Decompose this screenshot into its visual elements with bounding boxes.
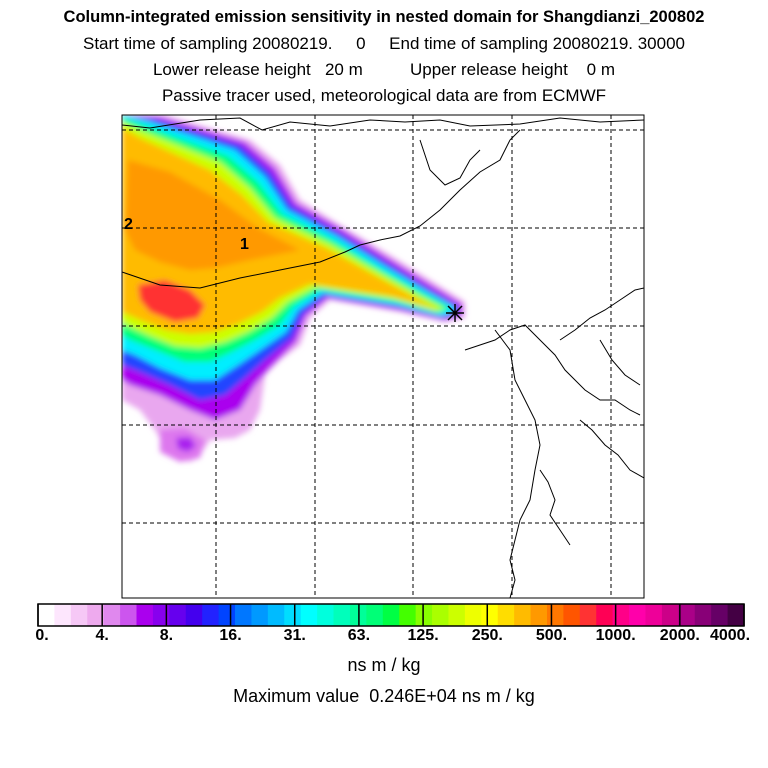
colorbar-swatch [711, 604, 729, 626]
colorbar-swatch [481, 604, 499, 626]
colorbar-swatch [152, 604, 170, 626]
colorbar-tick-label: 0. [35, 627, 49, 644]
colorbar-swatch [514, 604, 532, 626]
chart-title: Column-integrated emission sensitivity i… [63, 8, 705, 26]
contour-orange [122, 128, 438, 334]
colorbar-tick-label: 500. [535, 627, 568, 644]
colorbar-tick-label: 16. [219, 627, 242, 644]
colorbar-swatch [267, 604, 285, 626]
colorbar-swatch [169, 604, 187, 626]
colorbar-swatch [103, 604, 121, 626]
annotation-2: 2 [124, 216, 133, 233]
colorbar-swatch [185, 604, 203, 626]
colorbar-swatch [497, 604, 515, 626]
colorbar-tick-label: 8. [159, 627, 174, 644]
colorbar-swatch [678, 604, 696, 626]
colorbar-tick-label: 4000. [709, 627, 751, 644]
colorbar-swatch [218, 604, 236, 626]
colorbar-swatch [612, 604, 630, 626]
colorbar-swatch [464, 604, 482, 626]
graticule [122, 115, 644, 598]
colorbar-tick-label: 4. [95, 627, 109, 644]
maximum-value-label: Maximum value 0.246E+04 ns m / kg [233, 686, 535, 706]
colorbar-swatch [54, 604, 72, 626]
colorbar-swatch [366, 604, 384, 626]
colorbar-swatch [661, 604, 679, 626]
colorbar-swatch [38, 604, 56, 626]
receptor-star-icon [446, 304, 464, 322]
colorbar-swatch [120, 604, 138, 626]
colorbar-swatch [415, 604, 433, 626]
colorbar-swatch [596, 604, 614, 626]
colorbar-swatch [530, 604, 548, 626]
colorbar-swatch [727, 604, 745, 626]
contour-blob-inner [176, 437, 196, 452]
colorbar-swatch [645, 604, 663, 626]
colorbar-swatch [70, 604, 88, 626]
colorbar-tick-label: 63. [347, 627, 371, 644]
colorbar-frame [37, 603, 745, 627]
sampling-time-line: Start time of sampling 20080219. 0 End t… [83, 34, 685, 53]
colorbar-swatch [563, 604, 581, 626]
colorbar-tick-label: 125. [407, 627, 439, 644]
sensitivity-field: 1 2 [122, 115, 644, 598]
contour-high [138, 280, 205, 322]
annotation-1: 1 [240, 236, 249, 253]
colorbar-tick-label: 31. [283, 627, 306, 644]
map-frame [121, 114, 645, 599]
colorbar-swatch [300, 604, 318, 626]
colorbar-swatch [251, 604, 269, 626]
colorbar-swatch [136, 604, 154, 626]
colorbar-tick-label: 250. [471, 627, 503, 644]
colorbar-swatch [87, 604, 105, 626]
colorbar-tick-label: 2000. [659, 627, 700, 644]
colorbar-swatch [629, 604, 647, 626]
colorbar-swatch [317, 604, 335, 626]
colorbar-swatch [546, 604, 564, 626]
colorbar-swatch [202, 604, 220, 626]
colorbar-swatch [333, 604, 351, 626]
release-height-line: Lower release height 20 m Upper release … [152, 60, 616, 79]
colorbar-tick-label: 1000. [595, 627, 636, 644]
colorbar-swatch [382, 604, 400, 626]
colorbar-swatch [694, 604, 712, 626]
colorbar-unit-label: ns m / kg [347, 655, 421, 675]
tracer-info-line: Passive tracer used, meteorological data… [161, 86, 607, 105]
colorbar-swatch [284, 604, 302, 626]
colorbar-swatch [579, 604, 597, 626]
coastlines [122, 117, 644, 598]
colorbar [37, 604, 745, 626]
colorbar-swatch [432, 604, 450, 626]
colorbar-swatch [235, 604, 253, 626]
colorbar-swatch [448, 604, 466, 626]
contour-lightorange [125, 160, 300, 270]
colorbar-swatch [399, 604, 417, 626]
